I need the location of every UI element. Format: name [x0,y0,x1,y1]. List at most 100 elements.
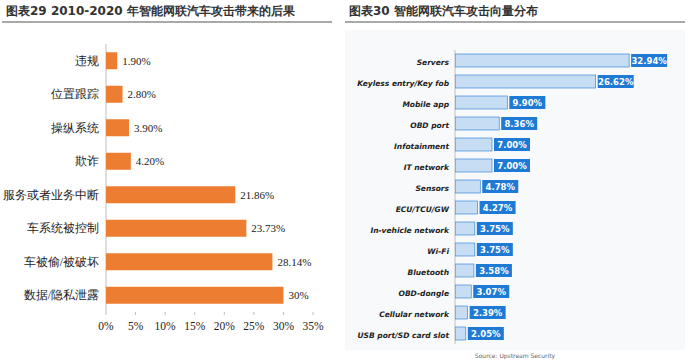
category-label: Mobile app [402,100,449,109]
bar [455,264,474,277]
data-label: 3.75% [480,224,510,234]
bar [455,327,466,340]
bar [455,159,492,172]
data-label: 2.05% [471,329,501,339]
category-label: In-vehicle network [370,226,450,235]
label-box [473,285,509,298]
title: 图表29 2010-2020 年智能网联汽车攻击带来的后果 [6,4,296,18]
category-label: 违规 [75,54,99,68]
category-label: Infotainment [394,142,449,151]
bars [106,52,283,304]
data-label: 2.39% [473,308,503,318]
bars [455,54,629,340]
bar [455,138,492,151]
tick-label: 30% [273,320,295,332]
data-label: 2.80% [128,88,156,100]
label-box [631,54,667,67]
axis-line [106,44,107,312]
category-label: Wi-Fi [427,247,449,256]
tick [313,312,314,315]
tick-label: 0% [98,320,114,332]
bar [106,220,246,237]
category-label: OBD-dongle [399,289,449,298]
category-label: Bluetooth [407,268,449,277]
panel-background [345,30,685,350]
bar [455,180,480,193]
category-label: 服务或者业务中断 [3,188,99,202]
labels: 违规 1.90% 位置跟踪 2.80% 操纵系统 3.90% 欺诈 4.20% 服务或者业务中断… [3,54,311,303]
tick [194,312,195,315]
bar [455,117,499,130]
chart: 图表29 2010-2020 年智能网联汽车攻击带来的后果违规 1.90% 位置跟踪… [2,4,332,332]
label-box [598,75,634,88]
title-rule [345,21,685,22]
category-label: 操纵系统 [51,121,99,135]
data-label: 23.73% [251,222,285,234]
data-label: 32.94% [631,56,667,66]
bar [106,86,123,103]
title: 图表30 智能网联汽车攻击向量分布 [349,4,538,18]
label-box [476,264,512,277]
bar [455,243,475,256]
label-box [494,138,530,151]
category-label: Keyless entry/Key fob [357,79,449,88]
label-box [509,96,545,109]
tick [165,312,166,315]
data-label: 30% [288,289,308,301]
tick [253,312,254,315]
category-label: IT network [404,163,450,172]
bar [106,153,131,170]
data-label: 8.36% [504,119,534,129]
source: Source: Upstream Security [475,352,556,360]
data-label: 3.07% [476,287,506,297]
label-box [477,243,513,256]
category-label: USB port/SD card slot [357,331,449,340]
tick [135,312,136,315]
label-box [470,306,506,319]
bar [106,119,129,136]
bar [455,201,478,214]
tick-label: 10% [155,320,177,332]
data-label: 21.86% [240,189,274,201]
tick-label: 20% [214,320,236,332]
bar [455,222,475,235]
bar [106,253,272,270]
data-label: 1.90% [122,55,150,67]
category-label: 位置跟踪 [51,87,99,101]
title-rule [2,21,332,22]
bar [455,54,629,67]
category-label: 欺诈 [75,154,99,168]
tick-label: 35% [302,320,324,332]
category-label: ECU/TCU/GW [396,205,450,214]
bar [106,186,235,203]
category-label: 车被偷/被破坏 [24,255,99,269]
chart: 图表30 智能网联汽车攻击向量分布Servers32.94%Keyless en… [345,4,685,360]
category-label: 车系统被控制 [27,221,99,235]
label-box [468,327,504,340]
bar [455,75,596,88]
data-label: 7.00% [497,140,527,150]
bar [455,306,468,319]
label-box [501,117,537,130]
tick-label: 15% [184,320,206,332]
data-label: 7.00% [497,161,527,171]
data-label: 26.62% [598,77,634,87]
tick [283,312,284,315]
category-label: Cellular network [379,310,450,319]
axis-line [455,50,456,344]
data-label: 4.20% [136,155,164,167]
bar [455,96,507,109]
label-box [480,201,516,214]
data-label: 4.27% [483,203,513,213]
tick [224,312,225,315]
labels: Servers32.94%Keyless entry/Key fob26.62%… [357,54,667,340]
tick-label: 25% [243,320,265,332]
category-label: 数据/隐私泄露 [24,288,99,302]
category-label: OBD port [410,121,449,130]
page: 图表29 2010-2020 年智能网联汽车攻击带来的后果违规 1.90% 位置跟踪… [0,0,688,364]
data-label: 3.90% [134,122,162,134]
bar [106,287,283,304]
tick-label: 5% [128,320,144,332]
bar [106,52,117,69]
bar [455,285,471,298]
